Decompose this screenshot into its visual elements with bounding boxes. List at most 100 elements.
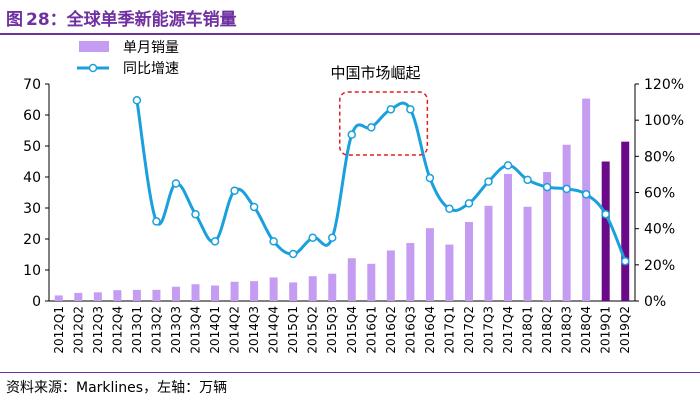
left-axis-tick-label: 20 <box>23 232 41 248</box>
growth-marker <box>327 233 337 242</box>
right-axis-tick-label: 80% <box>644 149 675 165</box>
bar <box>562 144 571 301</box>
x-axis-tick-label: 2013Q1 <box>130 306 144 354</box>
growth-marker <box>152 217 161 226</box>
x-axis-tick-label: 2018Q2 <box>540 306 554 354</box>
bar <box>367 263 376 301</box>
growth-marker <box>210 237 220 246</box>
x-axis-tick-label: 2019Q2 <box>618 306 632 354</box>
x-axis-tick-label: 2016Q1 <box>364 306 378 354</box>
bar <box>504 173 513 301</box>
figure-colon: ： <box>49 10 67 30</box>
growth-marker <box>269 237 278 246</box>
bar <box>74 292 83 301</box>
legend-bar-swatch <box>79 41 109 52</box>
growth-marker <box>308 233 317 242</box>
bar <box>543 172 552 301</box>
bar <box>328 273 337 301</box>
legend-bar-label: 单月销量 <box>123 40 179 56</box>
annotation-label: 中国市场崛起 <box>331 64 421 82</box>
growth-marker <box>542 182 552 192</box>
bar <box>191 284 200 301</box>
x-axis-tick-label: 2017Q2 <box>462 306 476 354</box>
growth-marker <box>347 130 357 139</box>
left-axis-tick-label: 40 <box>23 170 41 186</box>
x-axis-tick-label: 2013Q4 <box>189 306 203 354</box>
growth-marker <box>445 204 454 214</box>
growth-marker <box>230 186 239 195</box>
bar <box>54 295 63 301</box>
bar <box>582 98 591 301</box>
header-divider <box>0 33 700 35</box>
source-note: 资料来源：Marklines，左轴：万辆 <box>6 380 228 396</box>
growth-marker <box>620 256 630 266</box>
right-axis-tick-label: 100% <box>644 113 684 129</box>
x-axis-tick-label: 2012Q1 <box>52 306 66 354</box>
left-axis-tick-label: 60 <box>23 108 41 124</box>
x-axis-tick-label: 2014Q4 <box>267 306 281 354</box>
bar <box>425 228 434 301</box>
growth-marker <box>503 161 513 170</box>
bar <box>211 285 220 301</box>
growth-marker <box>523 175 532 185</box>
x-axis-tick-label: 2014Q2 <box>228 306 242 354</box>
x-axis-tick-label: 2017Q4 <box>501 306 515 354</box>
x-axis-tick-label: 2016Q2 <box>384 306 398 354</box>
x-axis-tick-label: 2012Q2 <box>71 306 85 354</box>
bar <box>230 281 239 301</box>
growth-marker <box>425 173 435 183</box>
x-axis-tick-label: 2015Q4 <box>345 306 359 354</box>
right-axis-tick-label: 40% <box>644 222 675 238</box>
x-axis-tick-label: 2018Q4 <box>579 306 593 354</box>
bar <box>445 244 454 301</box>
growth-marker <box>406 105 415 114</box>
growth-marker <box>601 209 610 219</box>
figure-header: 图 28：全球单季新能源车销量 <box>0 0 700 32</box>
x-axis-tick-label: 2012Q3 <box>91 306 105 354</box>
bar <box>113 290 122 301</box>
bar <box>523 206 532 301</box>
bar <box>406 243 415 301</box>
bar <box>464 221 473 301</box>
bar <box>601 161 610 301</box>
bar <box>308 276 317 301</box>
left-axis-tick-label: 30 <box>23 201 41 217</box>
growth-marker <box>171 179 181 188</box>
x-axis-tick-label: 2018Q1 <box>521 306 535 354</box>
bar <box>484 205 493 301</box>
left-axis-tick-label: 0 <box>32 294 41 310</box>
left-axis-tick-label: 10 <box>23 263 41 279</box>
left-axis-tick-label: 50 <box>23 139 41 155</box>
figure-number: 28 <box>26 10 50 30</box>
bar <box>347 258 356 301</box>
growth-marker <box>288 249 298 259</box>
growth-marker <box>249 202 259 212</box>
x-axis-tick-label: 2014Q1 <box>208 306 222 354</box>
x-axis-tick-label: 2017Q1 <box>442 306 456 354</box>
figure-title-text: 全球单季新能源车销量 <box>66 10 237 30</box>
left-axis-tick-label: 70 <box>23 77 41 93</box>
chart: 0 10 20 30 40 50 60 70 0% 20% 40% 60% 80% 100% 120% 201… <box>23 40 684 354</box>
figure-title: 图 28：全球单季新能源车销量 <box>6 5 237 30</box>
growth-marker <box>581 190 591 199</box>
bar <box>132 289 141 301</box>
bar <box>152 289 161 301</box>
x-axis-tick-label: 2017Q3 <box>482 306 496 354</box>
x-axis-tick-label: 2013Q2 <box>149 306 163 354</box>
growth-marker <box>464 199 474 208</box>
bar <box>386 250 395 301</box>
x-axis-tick-label: 2013Q3 <box>169 306 183 354</box>
growth-marker <box>562 184 571 194</box>
x-axis-tick-label: 2016Q4 <box>423 306 437 354</box>
growth-marker <box>191 209 200 219</box>
bar <box>171 286 180 301</box>
legend-line-marker <box>88 63 98 73</box>
growth-marker <box>386 105 396 114</box>
bar <box>289 282 298 301</box>
x-axis-tick-label: 2012Q4 <box>110 306 124 354</box>
right-axis-tick-label: 20% <box>644 258 675 274</box>
bar <box>621 141 630 301</box>
bar <box>250 281 259 301</box>
legend-line-label: 同比增速 <box>123 61 179 77</box>
annotation-box <box>339 91 429 156</box>
